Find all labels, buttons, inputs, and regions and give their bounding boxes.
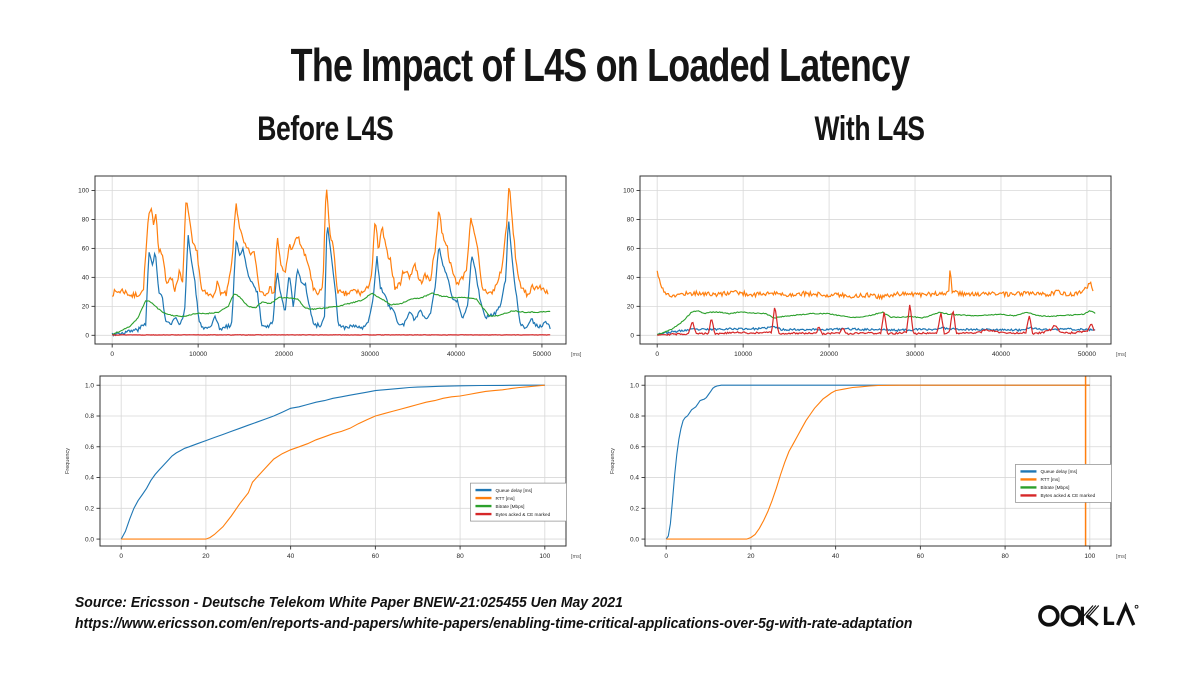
- svg-text:1.0: 1.0: [630, 382, 639, 389]
- svg-text:20: 20: [627, 304, 635, 311]
- before-l4s-cdf-chart: 0 20 40 60 80 100 0.0 0.2 0.4 0.6 0.8 1.0 [ms] Freque…: [60, 370, 590, 572]
- svg-text:0: 0: [664, 553, 668, 560]
- svg-text:0.0: 0.0: [85, 536, 94, 543]
- svg-text:Bytes acked & CE marked: Bytes acked & CE marked: [1040, 493, 1095, 498]
- svg-text:0: 0: [655, 351, 659, 358]
- svg-text:0.2: 0.2: [630, 506, 639, 513]
- svg-text:20000: 20000: [820, 351, 838, 358]
- svg-text:60: 60: [82, 246, 90, 253]
- svg-text:0.2: 0.2: [85, 506, 94, 513]
- svg-text:100: 100: [1084, 553, 1095, 560]
- svg-text:Queue delay [ms]: Queue delay [ms]: [495, 488, 532, 493]
- svg-text:40: 40: [832, 553, 840, 560]
- svg-text:100: 100: [623, 188, 634, 195]
- svg-text:40: 40: [627, 275, 635, 282]
- svg-text:30000: 30000: [361, 351, 379, 358]
- svg-text:10000: 10000: [734, 351, 752, 358]
- svg-text:60: 60: [372, 553, 380, 560]
- with-l4s-heading: With L4S: [814, 110, 926, 148]
- svg-text:60: 60: [917, 553, 925, 560]
- source-citation: Source: Ericsson - Deutsche Telekom Whit…: [75, 592, 912, 634]
- svg-text:100: 100: [539, 553, 550, 560]
- svg-text:[ms]: [ms]: [1116, 352, 1127, 358]
- svg-text:0: 0: [85, 333, 89, 340]
- svg-text:Bytes acked & CE marked: Bytes acked & CE marked: [495, 512, 550, 517]
- source-url: https://www.ericsson.com/en/reports-and-…: [75, 615, 913, 632]
- svg-text:0.6: 0.6: [85, 444, 94, 451]
- ookla-logo-graphic: [1038, 601, 1139, 627]
- svg-text:20000: 20000: [275, 351, 293, 358]
- source-line: Source: Ericsson - Deutsche Telekom Whit…: [75, 594, 623, 611]
- svg-text:50000: 50000: [533, 351, 551, 358]
- svg-text:1.0: 1.0: [85, 382, 94, 389]
- svg-text:[ms]: [ms]: [571, 352, 582, 358]
- svg-text:60: 60: [627, 246, 635, 253]
- svg-text:[ms]: [ms]: [571, 554, 582, 560]
- svg-text:0: 0: [119, 553, 123, 560]
- svg-text:RTT [ms]: RTT [ms]: [1040, 477, 1059, 482]
- svg-text:Bitrate [Mbps]: Bitrate [Mbps]: [1040, 485, 1069, 490]
- svg-text:Bitrate [Mbps]: Bitrate [Mbps]: [495, 504, 524, 509]
- svg-text:0.4: 0.4: [630, 475, 639, 482]
- svg-text:100: 100: [78, 188, 89, 195]
- ookla-logo: [1038, 598, 1140, 632]
- svg-text:40: 40: [82, 275, 90, 282]
- svg-text:80: 80: [82, 217, 90, 224]
- svg-text:40: 40: [287, 553, 295, 560]
- svg-text:50000: 50000: [1078, 351, 1096, 358]
- with-l4s-timeseries-chart: 0 10000 20000 30000 40000 50000 0 20 40 60 80 100 [m…: [605, 168, 1135, 368]
- svg-text:0.8: 0.8: [630, 413, 639, 420]
- svg-text:80: 80: [627, 217, 635, 224]
- before-l4s-timeseries-chart: 0 10000 20000 30000 40000 50000 0 20 40 60 80 100 [m…: [60, 168, 590, 368]
- svg-text:0.6: 0.6: [630, 444, 639, 451]
- svg-text:0.8: 0.8: [85, 413, 94, 420]
- svg-text:[ms]: [ms]: [1116, 554, 1127, 560]
- svg-text:40000: 40000: [447, 351, 465, 358]
- svg-text:0: 0: [110, 351, 114, 358]
- svg-text:Queue delay [ms]: Queue delay [ms]: [1040, 469, 1077, 474]
- before-l4s-heading: Before L4S: [256, 110, 394, 148]
- svg-text:Frequency: Frequency: [610, 448, 616, 474]
- svg-text:30000: 30000: [906, 351, 924, 358]
- svg-text:40000: 40000: [992, 351, 1010, 358]
- svg-text:80: 80: [456, 553, 464, 560]
- svg-text:0.4: 0.4: [85, 475, 94, 482]
- svg-text:10000: 10000: [189, 351, 207, 358]
- svg-text:0: 0: [630, 333, 634, 340]
- svg-text:20: 20: [82, 304, 90, 311]
- svg-text:RTT [ms]: RTT [ms]: [495, 496, 514, 501]
- with-l4s-cdf-chart: 0 20 40 60 80 100 0.0 0.2 0.4 0.6 0.8 1.0 [ms] Freque…: [605, 370, 1135, 572]
- page-title: The Impact of L4S on Loaded Latency: [290, 39, 910, 91]
- svg-text:20: 20: [202, 553, 210, 560]
- svg-text:20: 20: [747, 553, 755, 560]
- svg-text:0.0: 0.0: [630, 536, 639, 543]
- svg-text:80: 80: [1001, 553, 1009, 560]
- svg-text:Frequency: Frequency: [65, 448, 71, 474]
